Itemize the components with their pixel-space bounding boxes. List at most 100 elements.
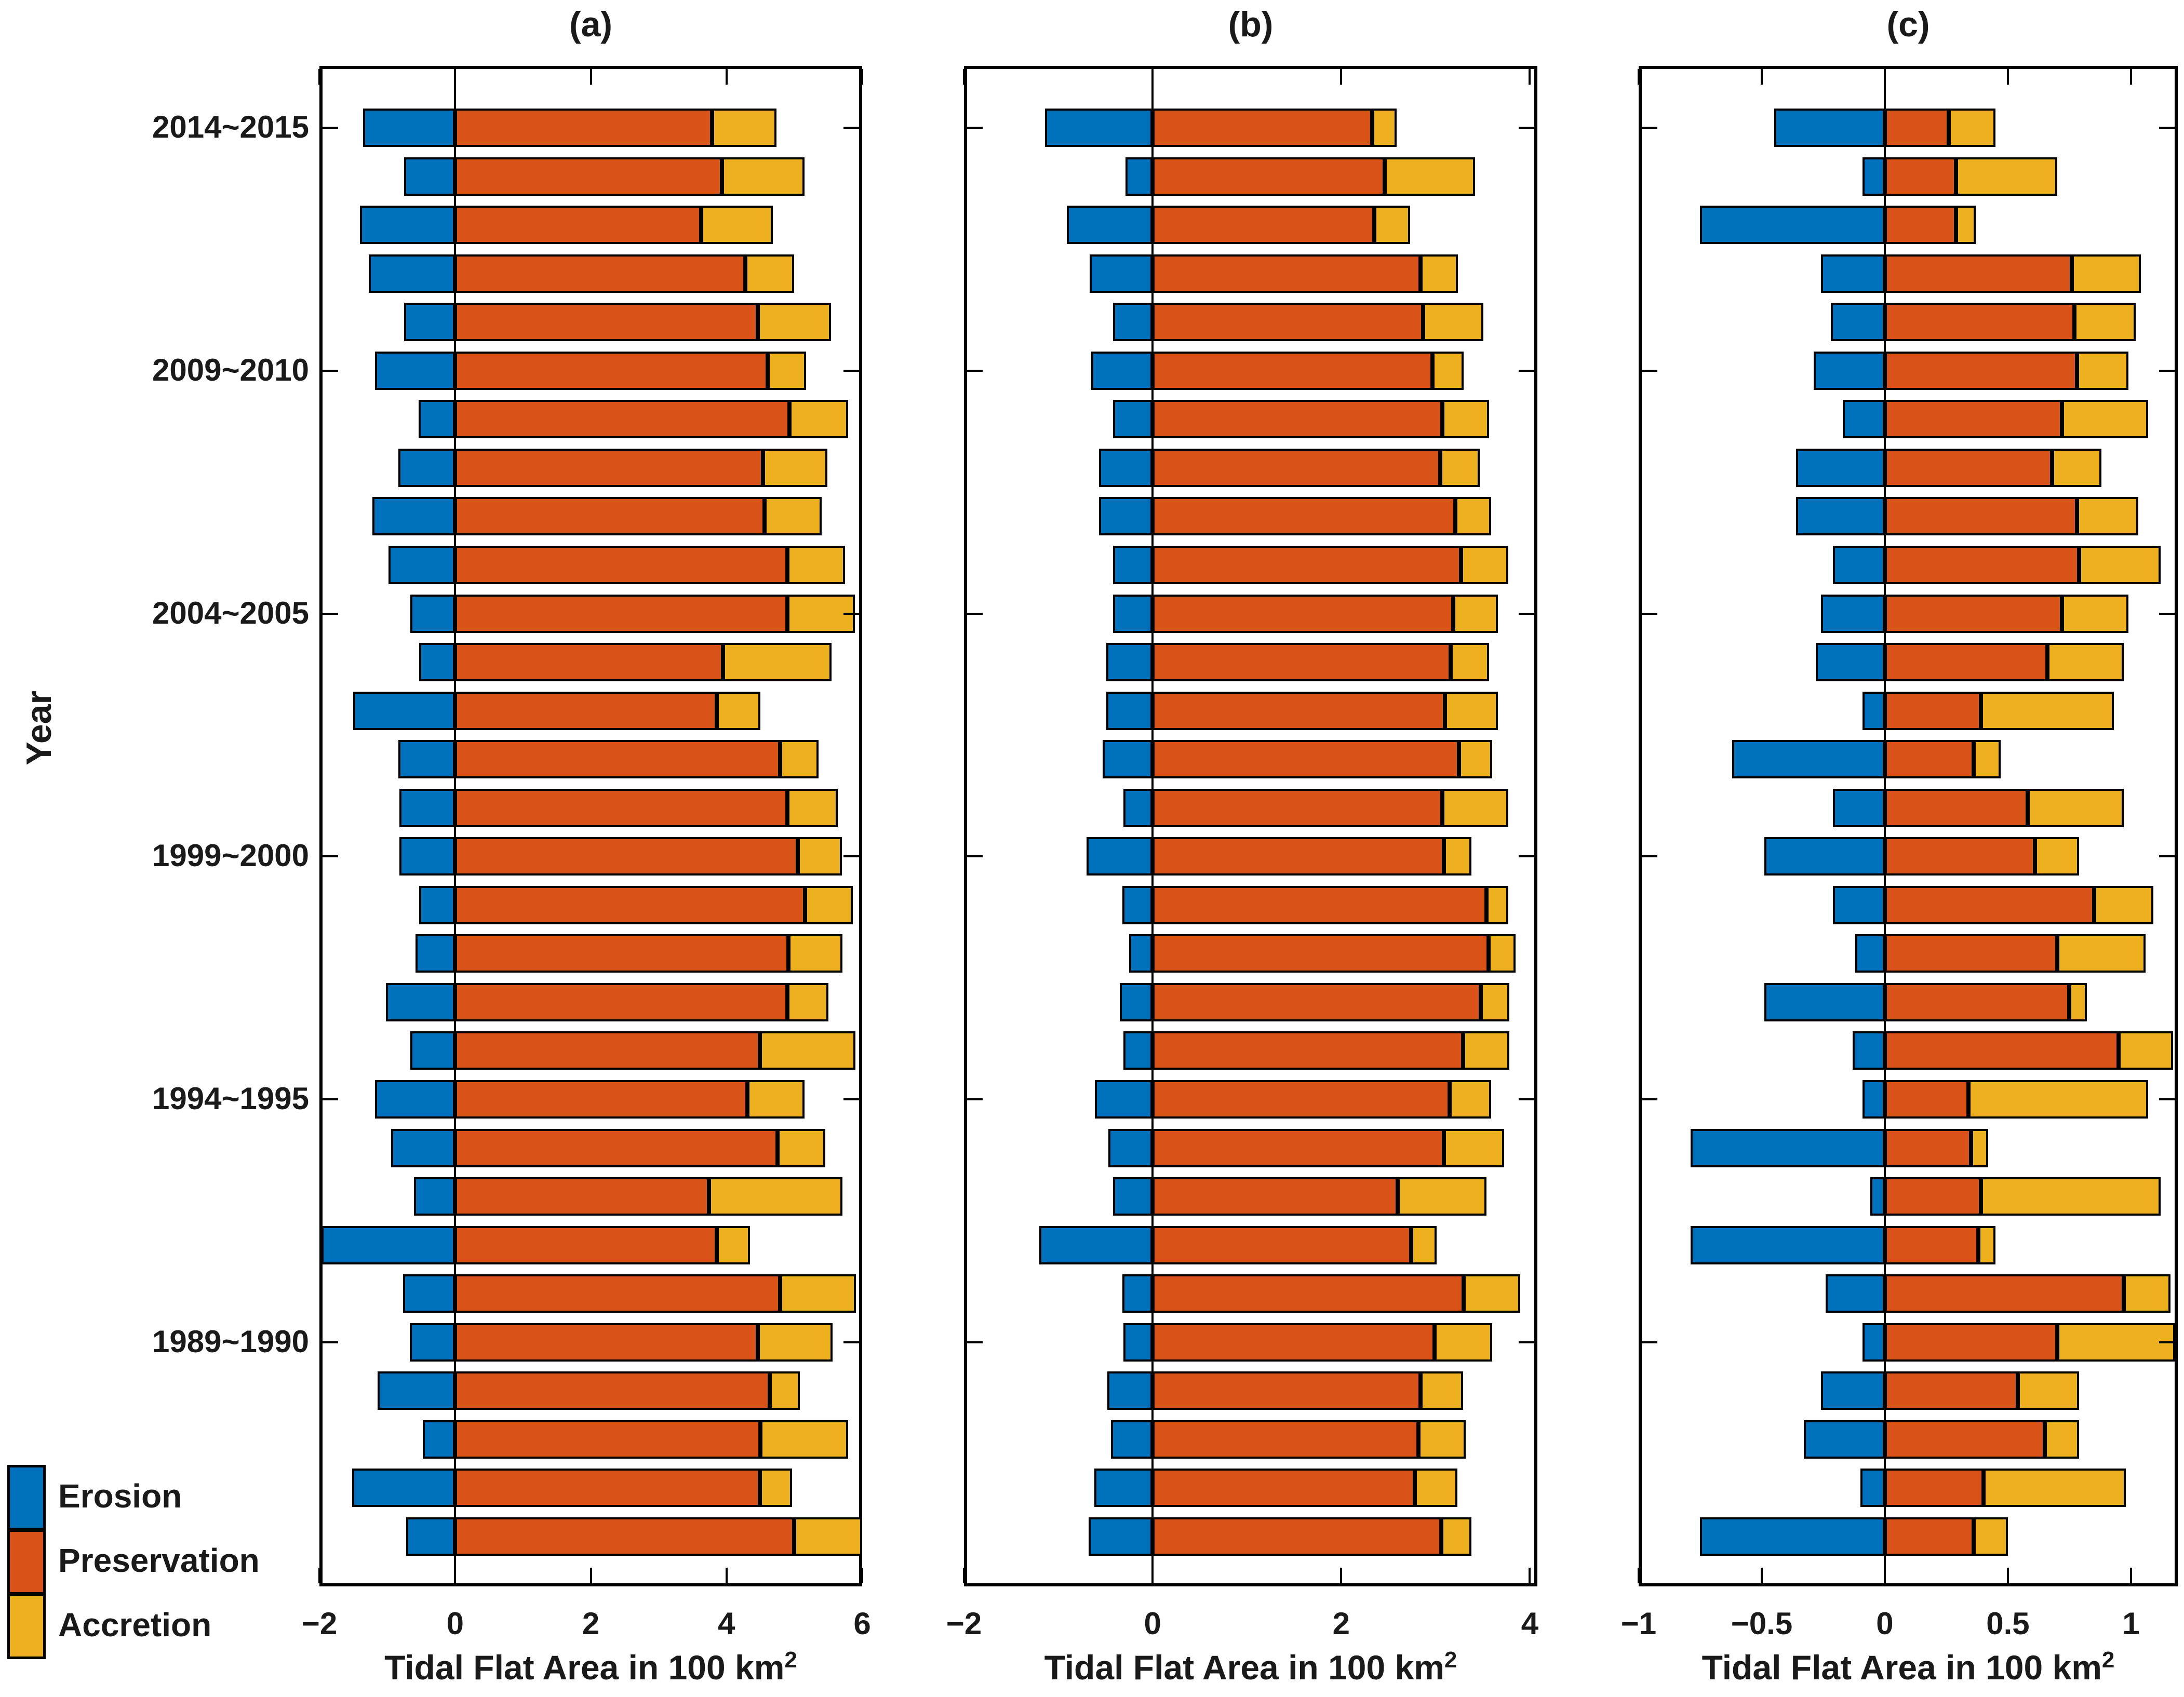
bar-preservation (1884, 982, 2070, 1021)
bar-accretion (757, 1323, 833, 1362)
x-tick-top-b (1340, 69, 1343, 85)
bar-preservation (455, 1225, 717, 1264)
bar-preservation (455, 497, 765, 536)
bar-preservation (455, 206, 702, 245)
x-tick-bottom-a (725, 1568, 728, 1583)
bar-accretion (787, 788, 838, 827)
bar-preservation (1153, 109, 1373, 147)
bar-accretion (805, 885, 853, 924)
y-tick-right-b (1519, 1098, 1534, 1100)
y-tick-left-c (1642, 1098, 1657, 1100)
y-tick-label: 2009~2010 (152, 352, 309, 387)
bar-accretion (717, 691, 761, 730)
bar-preservation (455, 1080, 748, 1119)
bar-preservation (455, 1177, 709, 1216)
y-tick-left-a (323, 127, 338, 129)
x-axis-label-superscript: 2 (1444, 1647, 1457, 1673)
legend-label: Erosion (58, 1477, 182, 1515)
bar-erosion (409, 1323, 455, 1362)
bar-accretion (1441, 1517, 1471, 1556)
bar-erosion (1816, 643, 1885, 682)
x-axis-label-c: Tidal Flat Area in 100 km2 (1702, 1647, 2115, 1687)
bar-erosion (406, 1517, 455, 1556)
bar-accretion (2094, 885, 2153, 924)
x-tick-label-c: −1 (1620, 1606, 1657, 1641)
y-tick-right-a (843, 1341, 859, 1343)
bar-preservation (455, 691, 717, 730)
bar-erosion (321, 1225, 455, 1264)
bar-erosion (363, 109, 455, 147)
bar-preservation (1153, 254, 1421, 293)
bar-accretion (1435, 1323, 1492, 1362)
x-tick-label-a: 0 (446, 1606, 464, 1641)
bar-accretion (1461, 545, 1508, 584)
bar-accretion (1481, 982, 1509, 1021)
bar-preservation (1153, 1225, 1411, 1264)
legend-label: Accretion (58, 1606, 212, 1644)
x-axis-label-text: Tidal Flat Area in 100 km (1701, 1648, 2102, 1687)
bar-erosion (1774, 109, 1885, 147)
bar-preservation (455, 1517, 795, 1556)
bar-erosion (1045, 109, 1153, 147)
x-tick-label-b: 0 (1144, 1606, 1161, 1641)
y-tick-right-c (2159, 855, 2175, 858)
x-tick-bottom-c (1638, 1568, 1640, 1583)
bar-preservation (1153, 837, 1444, 876)
bar-accretion (1463, 1031, 1509, 1070)
bar-preservation (455, 885, 806, 924)
x-tick-top-a (861, 69, 863, 85)
bar-erosion (1066, 206, 1153, 245)
bar-erosion (1106, 691, 1153, 730)
bar-accretion (2057, 934, 2146, 973)
bar-preservation (1884, 643, 2047, 682)
panel-title-a: (a) (569, 5, 613, 44)
bar-erosion (1122, 885, 1153, 924)
x-tick-top-a (725, 69, 728, 85)
y-axis-label: Year (19, 691, 59, 765)
bar-accretion (1983, 1469, 2126, 1507)
bar-accretion (1973, 1517, 2008, 1556)
bar-accretion (2123, 1274, 2170, 1313)
bar-accretion (1445, 691, 1498, 730)
bar-erosion (398, 740, 455, 779)
bar-preservation (455, 254, 746, 293)
x-axis-label-superscript: 2 (784, 1647, 797, 1673)
bar-erosion (1690, 1225, 1885, 1264)
x-tick-label-c: −0.5 (1731, 1606, 1793, 1641)
y-tick-right-c (2159, 369, 2175, 372)
y-tick-left-c (1642, 369, 1657, 372)
bar-erosion (1843, 400, 1885, 439)
bar-preservation (1884, 545, 2080, 584)
bar-accretion (759, 1469, 793, 1507)
x-tick-top-c (1760, 69, 1763, 85)
bar-erosion (375, 351, 455, 390)
bar-preservation (1153, 1517, 1441, 1556)
bar-erosion (419, 643, 455, 682)
bar-accretion (723, 643, 832, 682)
bar-erosion (1089, 254, 1153, 293)
bar-preservation (455, 351, 768, 390)
y-tick-label: 2014~2015 (152, 110, 309, 144)
bar-erosion (1860, 1469, 1885, 1507)
bar-preservation (1153, 351, 1433, 390)
y-tick-left-a (323, 369, 338, 372)
bar-accretion (797, 837, 842, 876)
y-tick-label: 1999~2000 (152, 838, 309, 873)
x-axis-label-text: Tidal Flat Area in 100 km (1044, 1648, 1444, 1687)
bar-preservation (1884, 1177, 1981, 1216)
bar-erosion (398, 448, 455, 487)
bar-accretion (1374, 206, 1410, 245)
bar-preservation (1884, 1128, 1971, 1167)
legend-label: Preservation (58, 1542, 260, 1579)
bar-accretion (1968, 1080, 2149, 1119)
legend-swatch-erosion (7, 1465, 46, 1530)
bar-erosion (1113, 400, 1153, 439)
y-tick-left-a (323, 1341, 338, 1343)
bar-accretion (1444, 1128, 1505, 1167)
bar-erosion (1803, 1420, 1885, 1459)
bar-accretion (1442, 788, 1508, 827)
x-axis-label-b: Tidal Flat Area in 100 km2 (1044, 1647, 1457, 1687)
bar-erosion (1119, 982, 1153, 1021)
y-tick-right-c (2159, 1098, 2175, 1100)
